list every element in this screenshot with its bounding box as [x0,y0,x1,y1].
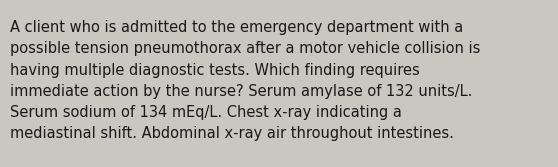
Text: A client who is admitted to the emergency department with a
possible tension pne: A client who is admitted to the emergenc… [10,20,480,141]
